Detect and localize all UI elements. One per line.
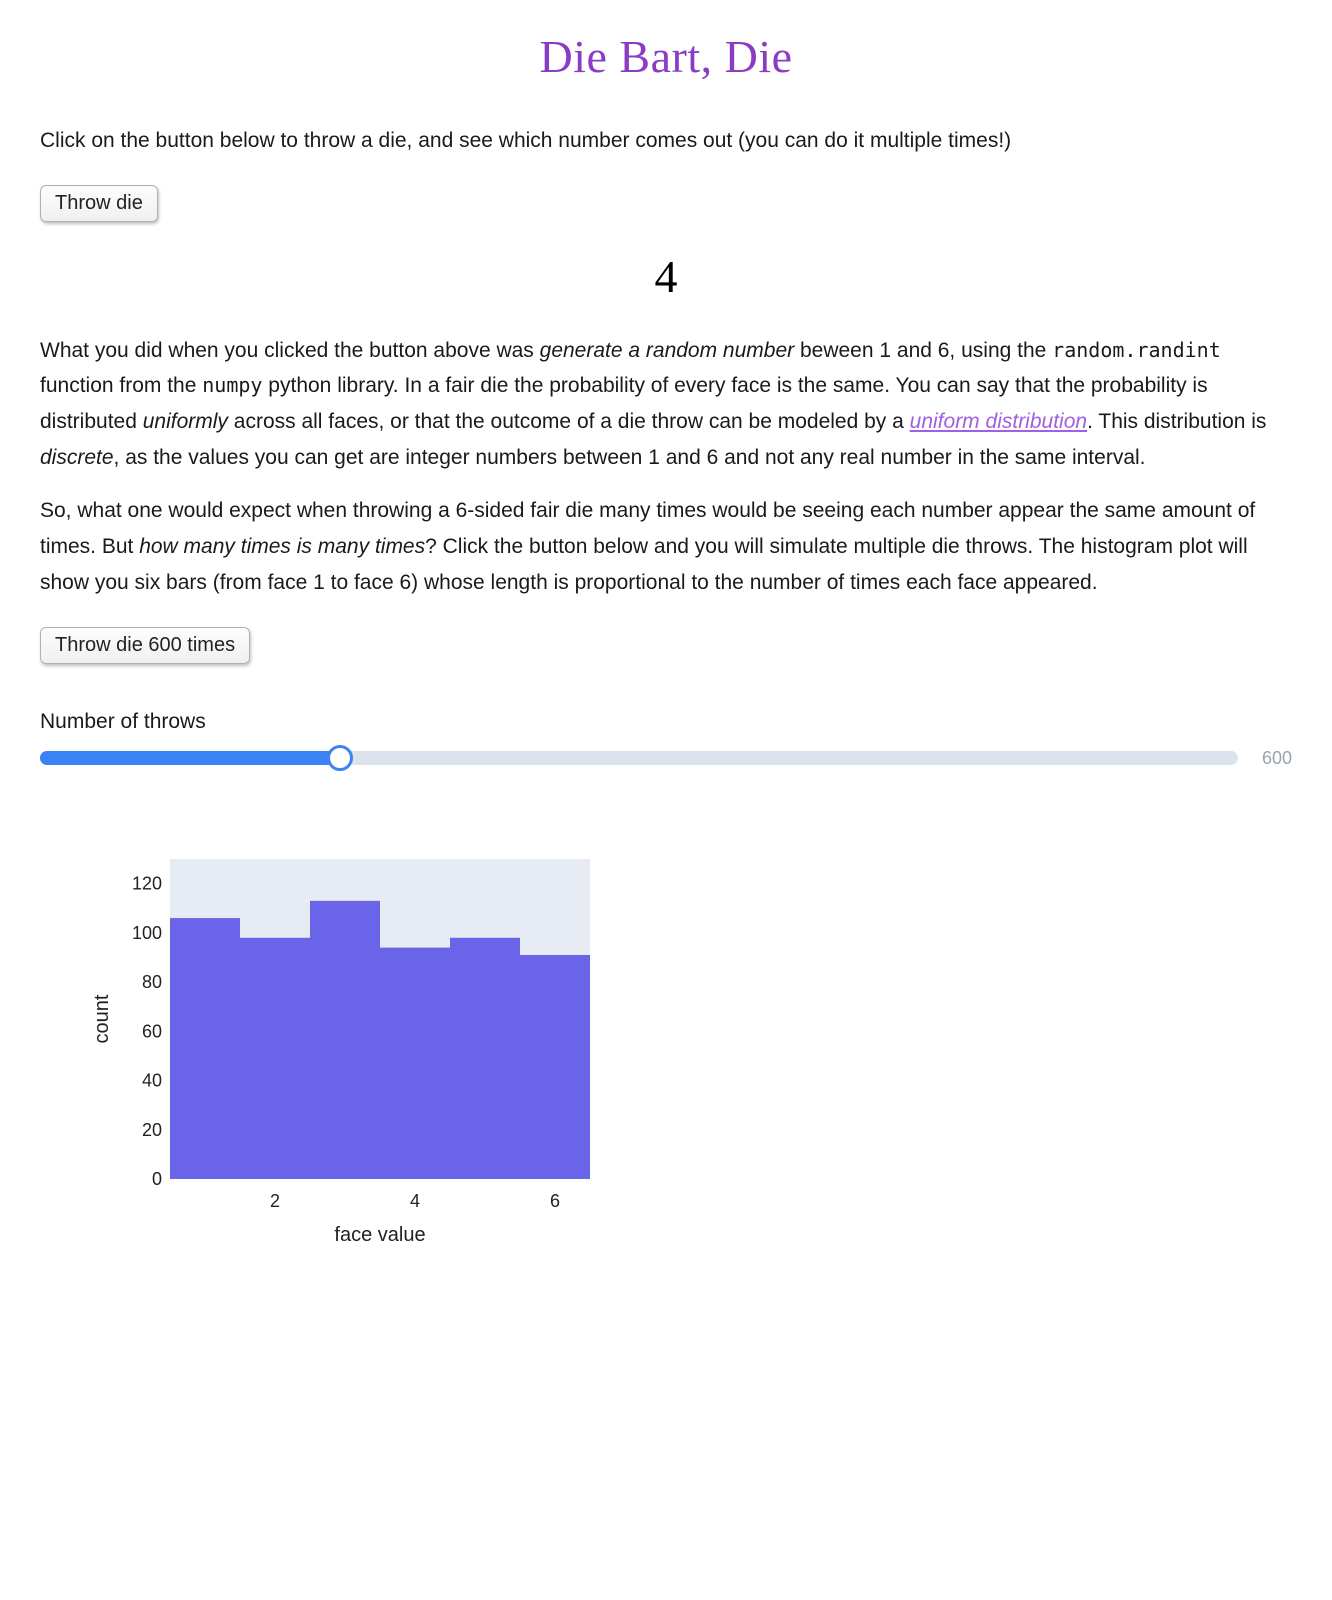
throw-die-button[interactable]: Throw die xyxy=(40,185,158,222)
svg-text:0: 0 xyxy=(152,1169,162,1189)
svg-text:6: 6 xyxy=(550,1191,560,1211)
slider-thumb[interactable] xyxy=(327,745,353,771)
svg-text:40: 40 xyxy=(142,1070,162,1090)
svg-text:20: 20 xyxy=(142,1119,162,1139)
throws-slider-block: Number of throws 600 xyxy=(40,710,1292,769)
emphasis: uniformly xyxy=(143,410,228,433)
code-randint: random.randint xyxy=(1052,338,1221,362)
svg-text:4: 4 xyxy=(410,1191,420,1211)
intro-paragraph: Click on the button below to throw a die… xyxy=(40,123,1292,159)
text-fragment: across all faces, or that the outcome of… xyxy=(228,410,910,433)
page-title: Die Bart, Die xyxy=(40,30,1292,83)
svg-text:60: 60 xyxy=(142,1021,162,1041)
emphasis: generate a random number xyxy=(540,339,795,362)
text-fragment: beween 1 and 6, using the xyxy=(794,339,1052,362)
emphasis: discrete xyxy=(40,446,114,469)
throws-slider[interactable] xyxy=(40,751,1238,765)
svg-text:2: 2 xyxy=(270,1191,280,1211)
code-numpy: numpy xyxy=(202,373,262,397)
text-fragment: function from the xyxy=(40,374,202,397)
text-fragment: . This distribution is xyxy=(1087,410,1266,433)
emphasis: how many times is many times xyxy=(139,535,425,558)
text-fragment: What you did when you clicked the button… xyxy=(40,339,540,362)
slider-label: Number of throws xyxy=(40,710,1292,734)
uniform-distribution-link[interactable]: uniform distribution xyxy=(910,410,1087,433)
svg-text:120: 120 xyxy=(132,873,162,893)
svg-text:count: count xyxy=(91,994,113,1043)
die-result: 4 xyxy=(40,250,1292,303)
text-fragment: , as the values you can get are integer … xyxy=(114,446,1146,469)
svg-text:100: 100 xyxy=(132,922,162,942)
svg-text:face value: face value xyxy=(334,1224,425,1246)
explanation-paragraph-2: So, what one would expect when throwing … xyxy=(40,493,1292,600)
histogram-chart: 0 20 40 60 80 100 120 2 4 6 face value count xyxy=(70,849,1292,1269)
svg-text:80: 80 xyxy=(142,972,162,992)
throw-die-many-button[interactable]: Throw die 600 times xyxy=(40,627,250,664)
explanation-paragraph-1: What you did when you clicked the button… xyxy=(40,333,1292,476)
slider-fill xyxy=(40,751,340,765)
slider-value: 600 xyxy=(1252,748,1292,769)
